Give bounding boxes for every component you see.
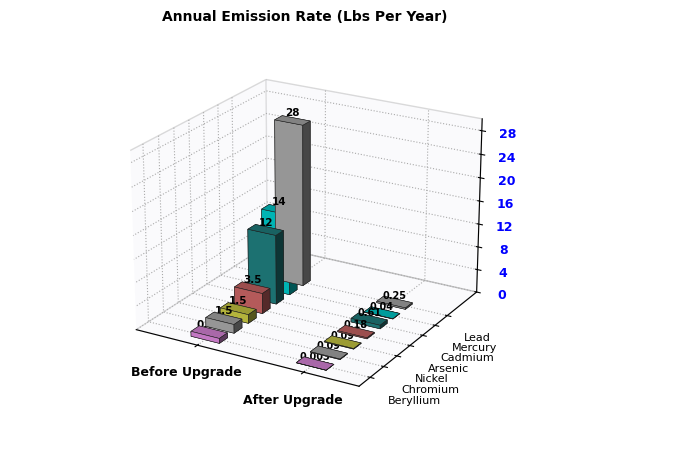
Title: Annual Emission Rate (Lbs Per Year): Annual Emission Rate (Lbs Per Year) <box>162 10 447 24</box>
